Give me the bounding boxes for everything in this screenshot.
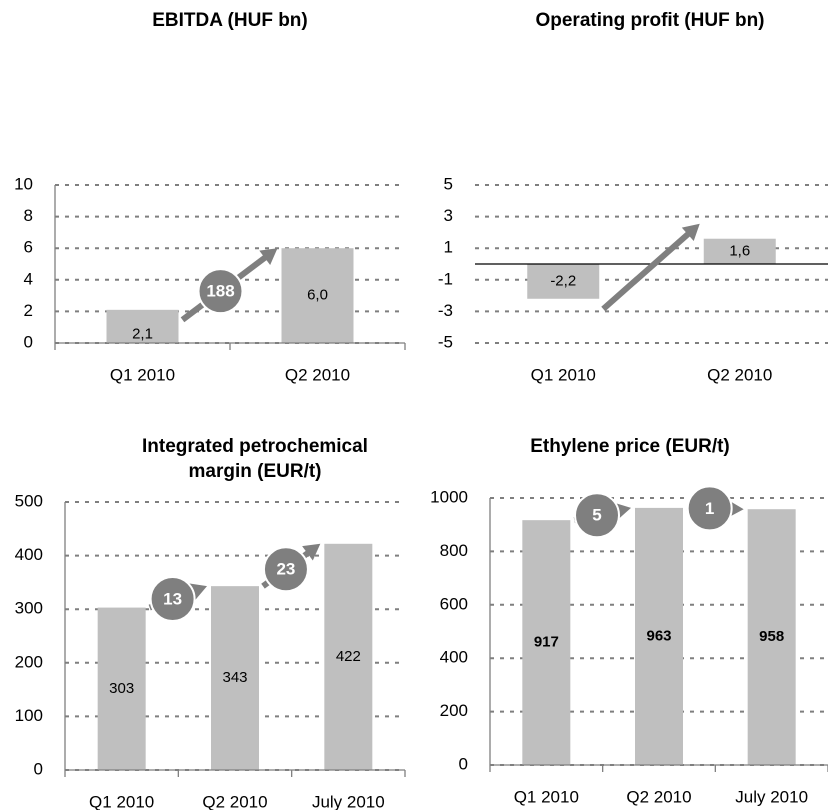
y-tick-label: 1000 bbox=[430, 487, 468, 506]
x-tick-label: Q1 2010 bbox=[89, 792, 154, 810]
x-tick-label: July 2010 bbox=[312, 792, 385, 810]
annotation-circle bbox=[574, 492, 620, 539]
data-label: 958 bbox=[759, 628, 784, 645]
y-tick-label: 0 bbox=[34, 759, 43, 778]
y-tick-label: 3 bbox=[444, 206, 453, 225]
y-tick-label: 1 bbox=[444, 238, 453, 257]
data-label: 303 bbox=[109, 680, 134, 697]
annotation-circle bbox=[686, 485, 733, 532]
data-label: 6,0 bbox=[307, 287, 328, 304]
bar bbox=[527, 264, 600, 299]
bar bbox=[635, 507, 683, 765]
bar bbox=[522, 520, 571, 765]
annotation-circle bbox=[149, 576, 196, 623]
y-tick-label: 0 bbox=[24, 332, 33, 351]
y-tick-label: 800 bbox=[440, 541, 468, 560]
y-tick-label: -5 bbox=[438, 332, 453, 351]
y-tick-label: 600 bbox=[440, 594, 468, 613]
y-tick-label: 6 bbox=[24, 238, 33, 257]
bar bbox=[747, 509, 796, 765]
y-tick-label: 200 bbox=[440, 701, 468, 720]
data-label: 2,1 bbox=[132, 325, 153, 342]
bar bbox=[211, 586, 259, 770]
x-tick-label: Q2 2010 bbox=[285, 365, 350, 384]
bar bbox=[97, 607, 146, 770]
annotation: 13 bbox=[163, 590, 182, 609]
y-tick-label: 2 bbox=[24, 301, 33, 320]
data-label: 963 bbox=[646, 627, 671, 644]
annotation: 1 bbox=[705, 499, 714, 518]
y-tick-label: -1 bbox=[438, 269, 453, 288]
bar bbox=[106, 309, 179, 343]
annotation: 5 bbox=[592, 506, 601, 525]
y-tick-label: 0 bbox=[459, 754, 468, 773]
x-tick-label: Q1 2010 bbox=[514, 787, 579, 806]
x-tick-label: July 2010 bbox=[735, 787, 808, 806]
y-tick-label: 10 bbox=[14, 174, 33, 193]
annotation: 188 bbox=[206, 282, 234, 301]
annotation-circle bbox=[262, 546, 309, 593]
y-tick-label: 8 bbox=[24, 206, 33, 225]
annotation: 23 bbox=[276, 560, 295, 579]
data-label: 917 bbox=[534, 634, 559, 651]
arrow-head bbox=[302, 543, 321, 561]
chart-title: EBITDA (HUF bn) bbox=[152, 10, 308, 31]
x-tick-label: Q2 2010 bbox=[626, 787, 691, 806]
y-tick-label: 400 bbox=[440, 648, 468, 667]
bar bbox=[324, 543, 373, 770]
y-tick-label: 500 bbox=[15, 491, 43, 510]
chart-title: Operating profit (HUF bn) bbox=[535, 10, 765, 31]
annotation-circle bbox=[197, 268, 244, 315]
bar bbox=[703, 238, 776, 264]
x-tick-label: Q1 2010 bbox=[531, 365, 596, 384]
arrow-head bbox=[188, 583, 207, 601]
y-tick-label: 100 bbox=[15, 706, 43, 725]
data-label: 422 bbox=[336, 648, 361, 665]
data-label: 1,6 bbox=[729, 242, 750, 259]
y-tick-label: 300 bbox=[15, 599, 43, 618]
arrow bbox=[601, 228, 695, 312]
bar bbox=[281, 248, 354, 343]
x-tick-label: Q2 2010 bbox=[202, 792, 267, 810]
chart-title: Integrated petrochemical margin (EUR/t) bbox=[142, 436, 368, 482]
y-tick-label: 400 bbox=[15, 545, 43, 564]
arrow-head bbox=[259, 248, 278, 266]
y-tick-label: 4 bbox=[24, 269, 33, 288]
y-tick-label: 200 bbox=[15, 652, 43, 671]
y-tick-label: 5 bbox=[444, 174, 453, 193]
arrow-head bbox=[681, 223, 700, 242]
x-tick-label: Q1 2010 bbox=[110, 365, 175, 384]
chart-title: Ethylene price (EUR/t) bbox=[530, 436, 730, 457]
x-tick-label: Q2 2010 bbox=[707, 365, 772, 384]
y-tick-label: -3 bbox=[438, 301, 453, 320]
data-label: -2,2 bbox=[550, 272, 576, 289]
data-label: 343 bbox=[222, 669, 247, 686]
